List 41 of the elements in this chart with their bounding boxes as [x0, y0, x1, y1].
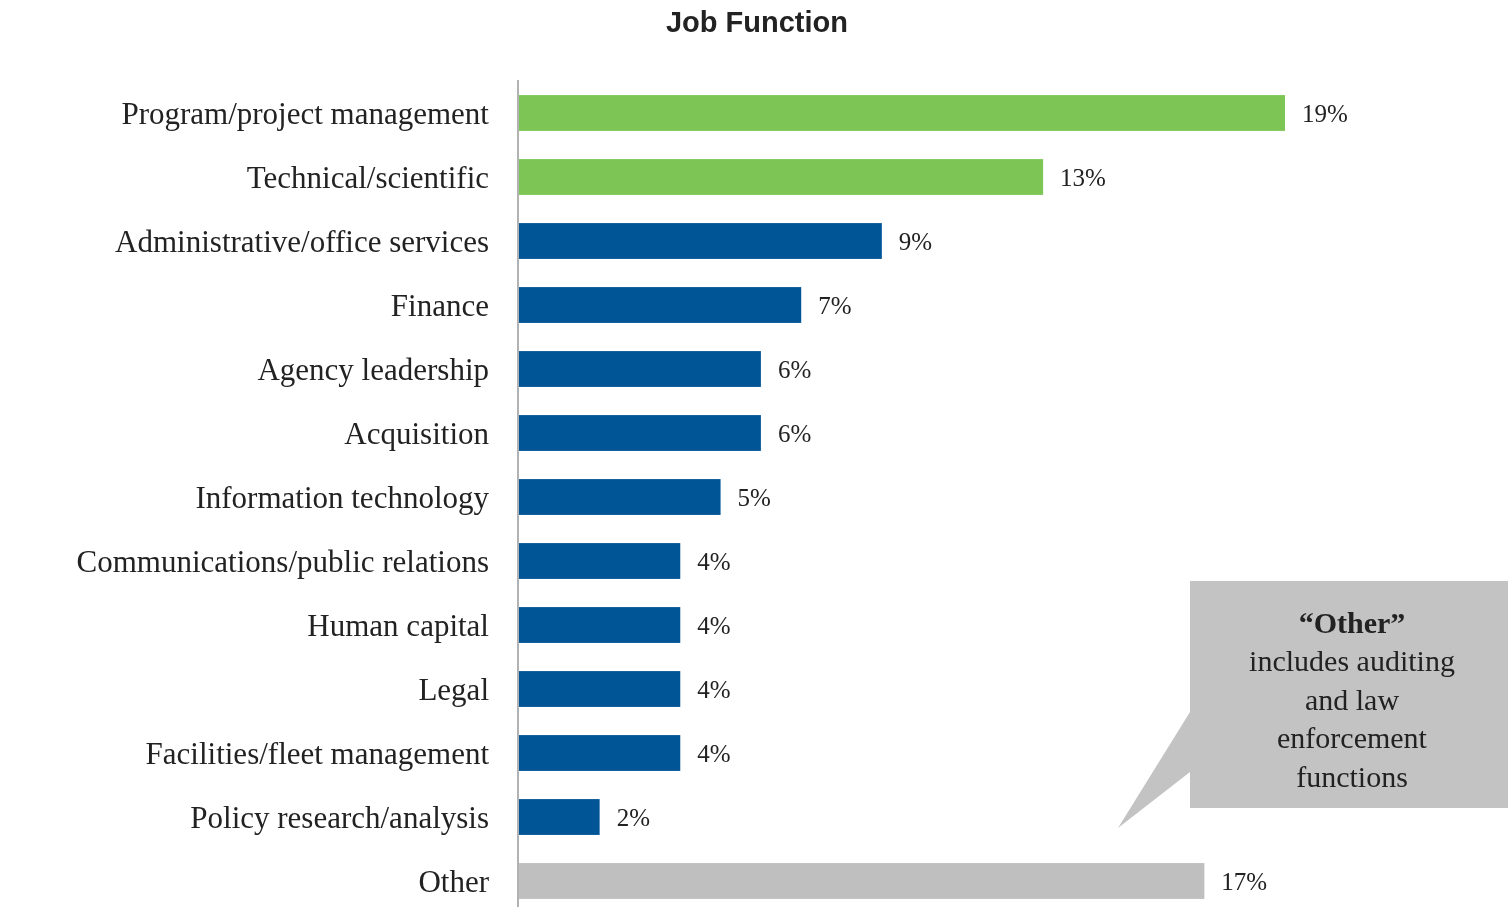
y-tick-label: Information technology	[195, 479, 490, 515]
chart-title: Job Function	[665, 6, 849, 39]
y-tick-label: Human capital	[307, 607, 489, 643]
bar	[519, 735, 681, 771]
data-label: 4%	[697, 675, 731, 703]
y-tick-label: Acquisition	[344, 415, 490, 451]
data-label: 4%	[697, 611, 731, 639]
data-label: 6%	[777, 419, 812, 447]
data-label: 6%	[777, 355, 812, 383]
y-tick-label: Administrative/office services	[115, 223, 489, 259]
data-label: 7%	[818, 291, 852, 319]
data-label: 4%	[697, 739, 731, 767]
bar	[519, 415, 761, 451]
y-tick-label: Finance	[390, 287, 489, 323]
data-label: 5%	[737, 483, 771, 511]
data-label: 13%	[1060, 163, 1106, 191]
bar	[519, 799, 600, 835]
bar	[519, 863, 1205, 899]
data-label: 2%	[616, 803, 650, 831]
bar	[519, 543, 681, 579]
y-tick-label: Communications/public relations	[76, 543, 489, 579]
y-tick-label: Program/project management	[121, 95, 490, 131]
data-label: 9%	[898, 227, 933, 255]
bar	[519, 95, 1285, 131]
bar	[519, 607, 681, 643]
data-label: 4%	[697, 547, 731, 575]
bar	[519, 287, 802, 323]
data-label: 17%	[1221, 867, 1268, 895]
bar	[519, 223, 882, 259]
bar	[519, 351, 761, 387]
data-label: 19%	[1302, 99, 1348, 127]
y-tick-label: Policy research/analysis	[190, 799, 489, 835]
bar	[519, 479, 721, 515]
y-tick-label: Technical/scientific	[246, 159, 489, 195]
y-tick-label: Facilities/fleet management	[145, 735, 490, 771]
y-tick-label: Agency leadership	[257, 351, 489, 387]
bar	[519, 671, 681, 707]
annotation: “Other” includes auditing and law enforcement functions	[1249, 605, 1455, 793]
bar	[519, 159, 1044, 195]
y-tick-label: Other	[418, 863, 490, 899]
y-tick-label: Legal	[418, 671, 489, 707]
